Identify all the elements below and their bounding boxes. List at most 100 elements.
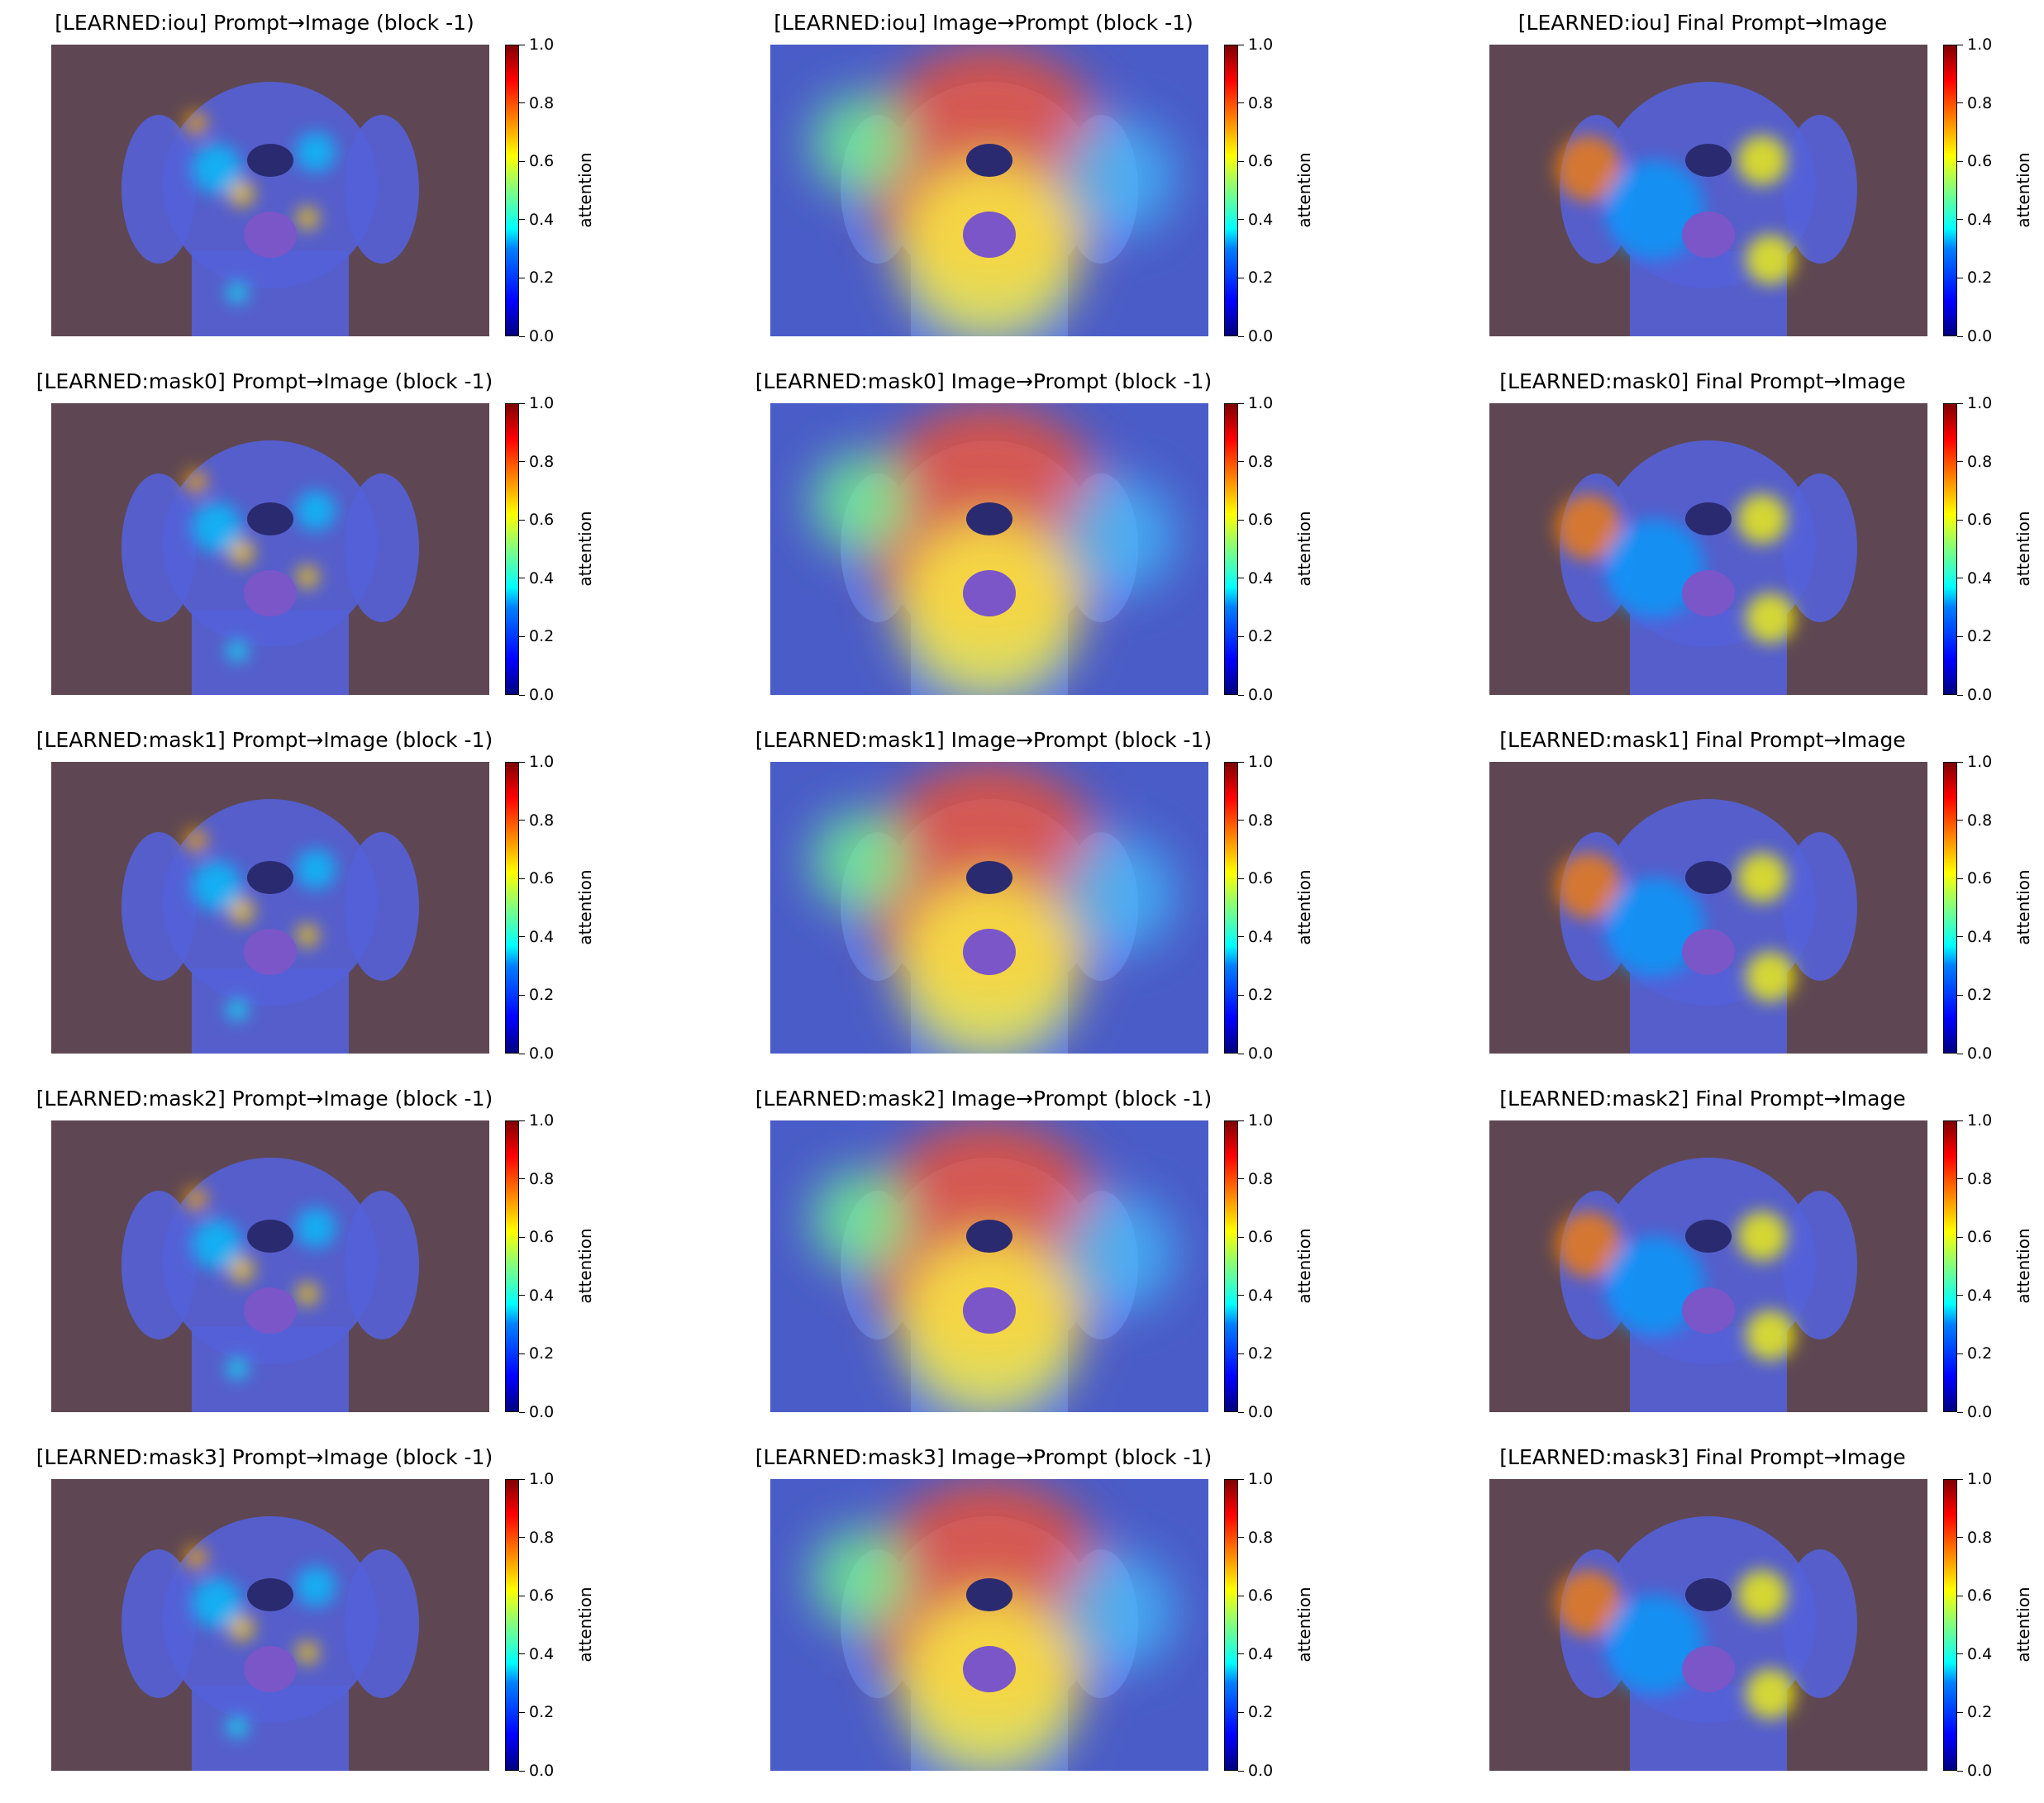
colorbar-tick xyxy=(519,335,525,337)
colorbar xyxy=(505,1479,519,1771)
colorbar-tick xyxy=(1957,1295,1963,1296)
colorbar-tick-label: 1.0 xyxy=(1248,36,1274,54)
colorbar-tick xyxy=(1957,519,1963,521)
attention-hotspot xyxy=(1556,853,1622,919)
attention-hotspot xyxy=(227,1358,247,1378)
attention-hotspot xyxy=(184,1546,207,1569)
colorbar-label: attention xyxy=(2013,869,2033,945)
colorbar xyxy=(505,762,519,1054)
panel-mask3-2: [LEARNED:mask3] Final Prompt→Image 0.0 0.2… xyxy=(1438,1444,2044,1796)
colorbar-tick-label: 0.2 xyxy=(529,986,555,1005)
panel-title: [LEARNED:mask3] Prompt→Image (block -1) xyxy=(36,1445,493,1469)
colorbar-tick-label: 0.2 xyxy=(1248,986,1274,1005)
colorbar-label: attention xyxy=(575,869,595,945)
colorbar-tick-label: 0.0 xyxy=(1967,1403,1993,1421)
colorbar-tick xyxy=(1238,160,1244,162)
colorbar-tick-label: 0.8 xyxy=(1967,1169,1993,1188)
colorbar-label: attention xyxy=(575,1587,595,1663)
heatmap-svg xyxy=(51,1120,489,1412)
colorbar-tick-label: 0.4 xyxy=(529,568,555,588)
colorbar-tick xyxy=(519,761,525,763)
panel-iou-1: [LEARNED:iou] Image→Prompt (block -1) 0.0… xyxy=(719,10,1364,361)
colorbar-label: attention xyxy=(1294,1228,1314,1304)
colorbar xyxy=(1943,762,1957,1054)
colorbar-tick-label: 0.2 xyxy=(1967,627,1993,646)
dog-nose xyxy=(966,1578,1012,1611)
colorbar-tick-label: 1.0 xyxy=(1248,753,1274,771)
dog-nose xyxy=(1685,1578,1732,1611)
colorbar-tick xyxy=(1238,1478,1244,1480)
colorbar-tick-label: 0.0 xyxy=(1248,1044,1274,1063)
colorbar-tick xyxy=(519,1411,525,1413)
attention-hotspot xyxy=(1737,494,1787,544)
colorbar-tick xyxy=(519,402,525,404)
colorbar-tick-label: 0.6 xyxy=(529,1228,555,1247)
colorbar-tick xyxy=(1238,1537,1244,1539)
panel-mask1-2: [LEARNED:mask1] Final Prompt→Image 0.0 0.2… xyxy=(1438,727,2044,1078)
attention-heatmap xyxy=(51,1120,489,1412)
colorbar-tick-label: 0.0 xyxy=(1248,1762,1274,1780)
dog-tongue xyxy=(963,1646,1016,1692)
colorbar-tick-label: 0.0 xyxy=(1248,327,1274,345)
panel-title: [LEARNED:mask0] Final Prompt→Image xyxy=(1499,369,1906,393)
colorbar xyxy=(1224,762,1238,1054)
colorbar-tick xyxy=(1238,1236,1244,1238)
attention-hotspot xyxy=(812,94,911,193)
attention-hotspot xyxy=(296,491,336,530)
colorbar-tick-label: 1.0 xyxy=(1248,1111,1274,1130)
colorbar-tick-label: 0.4 xyxy=(1248,927,1274,946)
colorbar-tick xyxy=(519,1711,525,1713)
heatmap-svg xyxy=(1489,1479,1927,1771)
dog-nose xyxy=(247,861,293,894)
colorbar xyxy=(505,403,519,695)
colorbar-tick-label: 0.8 xyxy=(1967,93,1993,112)
heatmap-svg xyxy=(770,45,1208,336)
colorbar-tick-label: 0.6 xyxy=(529,152,555,171)
colorbar-tick xyxy=(519,1537,525,1539)
attention-hotspots xyxy=(1556,136,1795,284)
colorbar-tick-label: 0.2 xyxy=(1248,1344,1274,1363)
panel-mask1-0: [LEARNED:mask1] Prompt→Image (block -1) 0… xyxy=(0,727,645,1078)
attention-hotspot xyxy=(192,144,241,193)
heatmap-svg xyxy=(1489,1120,1927,1412)
attention-hotspot xyxy=(1060,119,1175,235)
panel-title: [LEARNED:mask1] Final Prompt→Image xyxy=(1499,728,1906,752)
attention-hotspots xyxy=(184,470,336,661)
attention-heatmap xyxy=(770,45,1208,336)
colorbar-tick-label: 0.4 xyxy=(1967,1286,1993,1305)
colorbar-tick-label: 1.0 xyxy=(1967,394,1993,412)
colorbar-tick-label: 1.0 xyxy=(1248,1470,1274,1488)
attention-heatmap xyxy=(1489,1479,1927,1771)
dog-tongue xyxy=(1682,1287,1735,1334)
attention-hotspot xyxy=(1746,593,1795,643)
colorbar-tick-label: 1.0 xyxy=(1967,1470,1993,1488)
dog-silhouette xyxy=(121,1516,419,1771)
panel-mask2-0: [LEARNED:mask2] Prompt→Image (block -1) 0… xyxy=(0,1086,645,1437)
panel-title: [LEARNED:iou] Final Prompt→Image xyxy=(1518,11,1888,35)
colorbar-tick xyxy=(1957,1711,1963,1713)
colorbar xyxy=(505,1120,519,1412)
colorbar-tick xyxy=(1957,335,1963,337)
colorbar-tick-label: 0.0 xyxy=(529,686,555,704)
colorbar-tick-label: 0.8 xyxy=(529,452,555,471)
colorbar-tick xyxy=(519,1770,525,1772)
heatmap-svg xyxy=(51,762,489,1054)
colorbar-tick-label: 0.0 xyxy=(529,1044,555,1063)
dog-tongue xyxy=(1682,1646,1735,1692)
panel-title: [LEARNED:iou] Image→Prompt (block -1) xyxy=(774,11,1194,35)
colorbar xyxy=(505,45,519,336)
colorbar-tick xyxy=(1238,1295,1244,1296)
colorbar-tick-label: 0.8 xyxy=(1248,1528,1274,1547)
colorbar-tick xyxy=(519,160,525,162)
colorbar xyxy=(1943,45,1957,336)
dog-nose xyxy=(966,1220,1012,1253)
dog-tongue xyxy=(963,212,1016,258)
heatmap-svg xyxy=(1489,45,1927,336)
colorbar-tick-label: 0.8 xyxy=(529,811,555,830)
panel-title: [LEARNED:mask2] Final Prompt→Image xyxy=(1499,1087,1906,1111)
dog-nose xyxy=(966,861,1012,894)
colorbar-tick-label: 0.8 xyxy=(1967,452,1993,471)
dog-nose xyxy=(1685,1220,1732,1253)
colorbar-tick xyxy=(1238,219,1244,221)
colorbar-tick-label: 0.4 xyxy=(1967,1644,1993,1663)
